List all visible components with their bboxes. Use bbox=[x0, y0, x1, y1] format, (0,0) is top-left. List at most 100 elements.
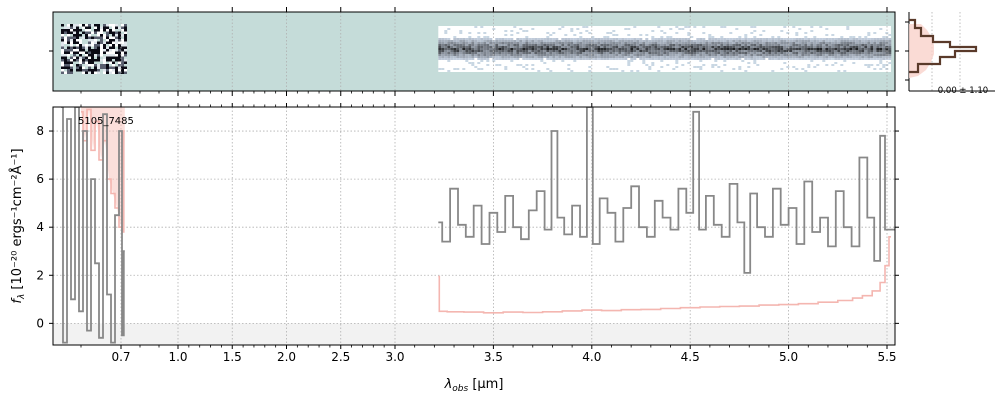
image-pixel bbox=[621, 48, 625, 50]
image-pixel bbox=[867, 32, 871, 34]
image-pixel bbox=[756, 48, 760, 50]
image-pixel bbox=[600, 38, 604, 40]
image-pixel bbox=[651, 58, 655, 60]
image-pixel bbox=[501, 52, 505, 54]
image-pixel bbox=[879, 46, 883, 48]
image-pixel bbox=[771, 40, 775, 42]
image-pixel bbox=[621, 42, 625, 44]
image-pixel bbox=[106, 24, 109, 27]
image-pixel bbox=[447, 54, 451, 56]
image-pixel bbox=[103, 44, 106, 47]
image-pixel bbox=[771, 56, 775, 58]
image-pixel bbox=[825, 58, 829, 60]
image-pixel bbox=[660, 60, 664, 62]
image-pixel bbox=[819, 56, 823, 58]
image-pixel bbox=[438, 58, 442, 60]
image-pixel bbox=[735, 50, 739, 52]
image-pixel bbox=[561, 42, 565, 44]
image-pixel bbox=[834, 52, 838, 54]
image-pixel bbox=[687, 44, 691, 46]
image-pixel bbox=[61, 59, 64, 62]
image-pixel bbox=[846, 58, 850, 60]
image-pixel bbox=[73, 36, 76, 39]
image-pixel bbox=[570, 28, 574, 30]
image-pixel bbox=[88, 44, 91, 47]
image-pixel bbox=[720, 42, 724, 44]
image-pixel bbox=[115, 36, 118, 39]
image-pixel bbox=[106, 46, 109, 49]
image-pixel bbox=[762, 58, 766, 60]
image-pixel bbox=[711, 54, 715, 56]
image-pixel bbox=[789, 48, 793, 50]
image-pixel bbox=[76, 24, 79, 27]
image-pixel bbox=[642, 52, 646, 54]
x-tick-label: 0.7 bbox=[111, 350, 130, 364]
image-pixel bbox=[112, 61, 115, 64]
image-pixel bbox=[552, 60, 556, 62]
image-pixel bbox=[600, 56, 604, 58]
image-pixel bbox=[858, 40, 862, 42]
image-pixel bbox=[477, 42, 481, 44]
image-pixel bbox=[549, 48, 553, 50]
image-pixel bbox=[813, 36, 817, 38]
image-pixel bbox=[744, 38, 748, 40]
image-pixel bbox=[85, 71, 88, 74]
image-pixel bbox=[831, 58, 835, 60]
image-pixel bbox=[810, 46, 814, 48]
image-pixel bbox=[732, 40, 736, 42]
image-pixel bbox=[666, 36, 670, 38]
image-pixel bbox=[810, 26, 814, 28]
image-pixel bbox=[864, 58, 868, 60]
image-pixel bbox=[846, 42, 850, 44]
image-pixel bbox=[738, 46, 742, 48]
image-pixel bbox=[510, 30, 514, 32]
image-pixel bbox=[477, 36, 481, 38]
image-pixel bbox=[675, 40, 679, 42]
image-pixel bbox=[444, 46, 448, 48]
image-pixel bbox=[813, 50, 817, 52]
image-pixel bbox=[94, 39, 97, 42]
image-pixel bbox=[825, 42, 829, 44]
image-pixel bbox=[67, 26, 70, 29]
image-pixel bbox=[438, 52, 442, 54]
image-pixel bbox=[76, 49, 79, 52]
image-pixel bbox=[627, 48, 631, 50]
image-pixel bbox=[693, 66, 697, 68]
image-pixel bbox=[79, 69, 82, 72]
image-pixel bbox=[70, 31, 73, 34]
image-pixel bbox=[477, 68, 481, 70]
image-pixel bbox=[702, 42, 706, 44]
image-pixel bbox=[543, 44, 547, 46]
image-pixel bbox=[97, 44, 100, 47]
image-pixel bbox=[837, 70, 841, 72]
image-pixel bbox=[762, 52, 766, 54]
image-pixel bbox=[124, 69, 127, 72]
image-pixel bbox=[792, 58, 796, 60]
image-pixel bbox=[795, 46, 799, 48]
image-pixel bbox=[684, 40, 688, 42]
image-pixel bbox=[840, 52, 844, 54]
image-pixel bbox=[708, 58, 712, 60]
image-pixel bbox=[444, 54, 448, 56]
image-pixel bbox=[480, 26, 484, 28]
image-pixel bbox=[97, 51, 100, 54]
image-pixel bbox=[564, 46, 568, 48]
image-pixel bbox=[471, 62, 475, 64]
image-pixel bbox=[447, 46, 451, 48]
image-pixel bbox=[858, 46, 862, 48]
image-pixel bbox=[67, 31, 70, 34]
image-pixel bbox=[615, 52, 619, 54]
image-pixel bbox=[729, 44, 733, 46]
image-pixel bbox=[714, 56, 718, 58]
image-pixel bbox=[483, 40, 487, 42]
image-pixel bbox=[76, 51, 79, 54]
image-pixel bbox=[798, 42, 802, 44]
image-pixel bbox=[852, 36, 856, 38]
image-pixel bbox=[112, 26, 115, 29]
image-pixel bbox=[552, 52, 556, 54]
image-pixel bbox=[888, 48, 892, 50]
image-pixel bbox=[738, 48, 742, 50]
image-pixel bbox=[669, 54, 673, 56]
image-pixel bbox=[450, 56, 454, 58]
image-pixel bbox=[624, 48, 628, 50]
